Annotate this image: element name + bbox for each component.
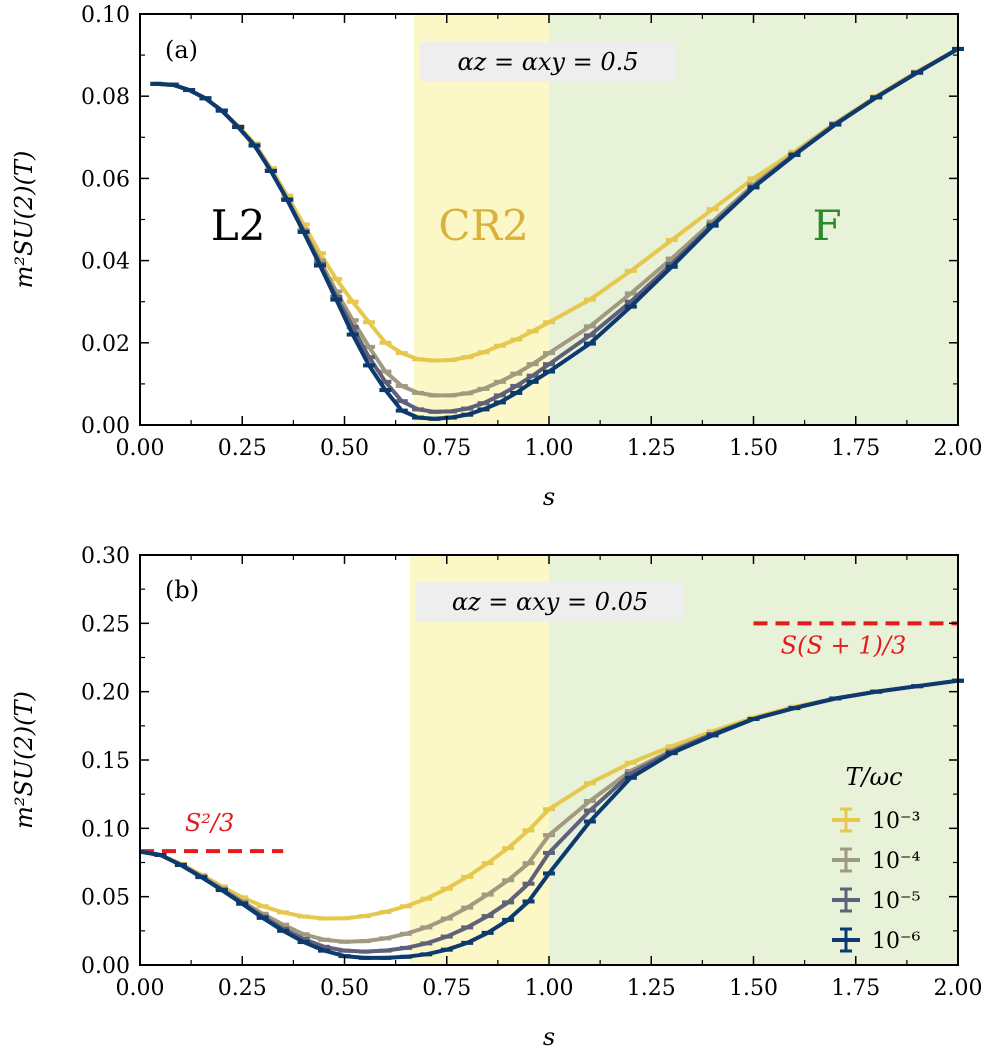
y-tick-label-0: 0.00	[81, 954, 130, 979]
x-tick-label-5: 1.25	[627, 436, 676, 461]
phase-label-f: F	[813, 201, 842, 250]
parameter-box	[416, 582, 684, 622]
x-tick-label-0: 0.00	[116, 436, 165, 461]
phase-label-cr2: CR2	[438, 201, 528, 250]
legend-label-0: 10⁻³	[872, 809, 920, 834]
panel-label: (a)	[165, 36, 198, 64]
y-tick-label-0: 0.00	[81, 414, 130, 439]
parameter-label: αz = αxy = 0.05	[452, 588, 648, 616]
y-tick-label-5: 0.25	[81, 612, 130, 637]
x-tick-label-3: 0.75	[422, 976, 471, 1001]
x-tick-label-1: 0.25	[218, 436, 267, 461]
panel-label: (b)	[165, 576, 199, 604]
x-tick-label-8: 2.00	[934, 976, 983, 1001]
phase-region-cr2	[414, 14, 549, 425]
y-axis-label: m²SU(2)(T)	[10, 151, 38, 289]
y-tick-label-2: 0.04	[81, 250, 130, 275]
panel-b-chart: S²/3 S(S + 1)/3 0.00 0.25 0.50 0.75 1.00 1.25 1.…	[10, 544, 982, 1051]
x-tick-label-0: 0.00	[116, 976, 165, 1001]
y-tick-label-4: 0.20	[81, 681, 130, 706]
panel-a-chart: L2 CR2 F 0.00 0.25 0.50 0.75 1.00 1.25 1.50 1.75 2.…	[10, 3, 982, 511]
y-tick-label-5: 0.10	[81, 3, 130, 28]
x-tick-label-5: 1.25	[627, 976, 676, 1001]
legend-label-1: 10⁻⁴	[872, 849, 921, 874]
y-tick-label-3: 0.06	[81, 167, 130, 192]
x-tick-label-3: 0.75	[422, 436, 471, 461]
x-tick-label-6: 1.50	[729, 976, 778, 1001]
x-tick-label-7: 1.75	[831, 976, 880, 1001]
x-tick-label-8: 2.00	[934, 436, 983, 461]
y-tick-label-3: 0.15	[81, 749, 130, 774]
legend-label-3: 10⁻⁶	[872, 929, 921, 954]
x-tick-label-6: 1.50	[729, 436, 778, 461]
legend-title: T/ωc	[845, 763, 902, 791]
reference-label-1: S(S + 1)/3	[781, 631, 907, 659]
reference-label-0: S²/3	[185, 809, 234, 837]
x-tick-label-7: 1.75	[831, 436, 880, 461]
x-axis-label: s	[543, 483, 555, 511]
y-axis-label: m²SU(2)(T)	[10, 691, 38, 829]
y-tick-label-4: 0.08	[81, 85, 130, 110]
y-tick-label-1: 0.02	[81, 332, 130, 357]
y-tick-label-1: 0.05	[81, 886, 130, 911]
x-tick-label-2: 0.50	[320, 976, 369, 1001]
legend-label-2: 10⁻⁵	[872, 889, 920, 914]
x-axis-label: s	[543, 1023, 555, 1051]
phase-region-f	[549, 14, 958, 425]
phase-region-band-0	[140, 555, 410, 965]
parameter-label: αz = αxy = 0.5	[457, 48, 638, 76]
parameter-box	[420, 42, 676, 82]
x-tick-label-1: 0.25	[218, 976, 267, 1001]
x-tick-label-2: 0.50	[320, 436, 369, 461]
x-tick-label-4: 1.00	[525, 976, 574, 1001]
y-tick-label-2: 0.10	[81, 817, 130, 842]
phase-label-l2: L2	[211, 201, 266, 250]
y-tick-label-6: 0.30	[81, 544, 130, 569]
x-tick-label-4: 1.00	[525, 436, 574, 461]
